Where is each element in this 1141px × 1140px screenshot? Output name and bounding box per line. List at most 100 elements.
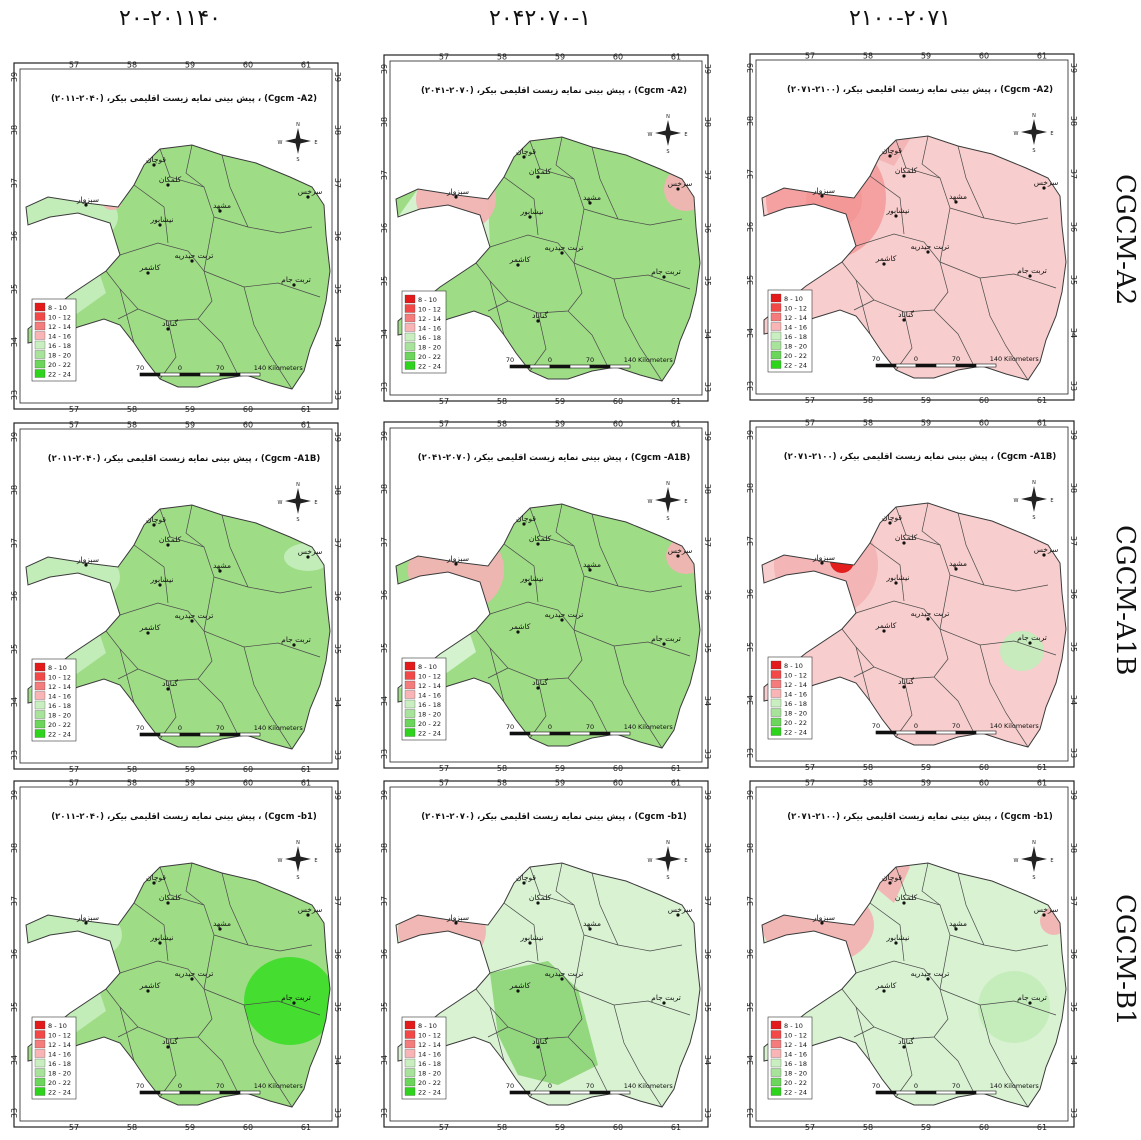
legend-swatch (404, 332, 416, 342)
legend-label: 20 - 22 (48, 1079, 71, 1087)
latitude-tick: 38 (1069, 843, 1078, 853)
longitude-tick: 61 (1037, 396, 1047, 405)
district-boundary (159, 680, 177, 740)
district-boundary (939, 261, 1057, 289)
city-marker (820, 561, 824, 565)
district-boundary (613, 278, 663, 381)
svg-text:S: S (296, 517, 299, 523)
legend-swatch (404, 1087, 416, 1096)
longitude-tick: 58 (863, 763, 873, 772)
latitude-tick: 36 (1069, 589, 1078, 599)
latitude-tick: 35 (10, 644, 19, 654)
city-marker (166, 327, 170, 331)
city-marker (306, 195, 310, 199)
city-marker (146, 271, 150, 275)
city-label: سبزوار (76, 555, 99, 564)
latitude-tick: 39 (746, 430, 755, 440)
district-boundary (591, 513, 619, 587)
longitude-tick: 60 (613, 779, 623, 788)
city-label: کلمکان (895, 533, 918, 542)
column-title-2041-2070: ٢٠۴١-٢٠٧٠ (489, 6, 591, 31)
latitude-tick: 35 (1069, 642, 1078, 652)
city-marker (662, 642, 666, 646)
latitude-tick: 34 (1069, 695, 1078, 705)
city-marker (84, 921, 88, 925)
legend-label: 10 - 12 (418, 306, 441, 314)
svg-text:S: S (296, 157, 299, 163)
legend-label: 16 - 18 (48, 342, 71, 350)
legend-swatch (404, 1030, 416, 1039)
latitude-tick: 36 (10, 231, 19, 241)
latitude-tick: 39 (380, 64, 389, 74)
scale-bar: 70 0 70 140 Kilometers (872, 1082, 1039, 1095)
north-arrow-icon: N S W E (1014, 840, 1054, 881)
map-panel-r2-c1: پیش بینی نمایه زیست اقلیمی بیکر، (۲۰۴۰-۲… (8, 417, 344, 775)
city-label: گناباد (532, 678, 548, 687)
city-label: سرخس (668, 546, 693, 555)
latitude-tick: 35 (333, 284, 342, 294)
longitude-tick: 60 (613, 420, 623, 429)
latitude-tick: 39 (333, 790, 342, 800)
district-boundary (979, 277, 1029, 380)
scale-tick: 70 (216, 1082, 224, 1090)
scale-tick: 70 (506, 723, 514, 731)
city-marker (306, 555, 310, 559)
longitude-tick: 60 (613, 53, 623, 62)
latitude-tick: 34 (746, 695, 755, 705)
longitude-tick: 60 (979, 779, 989, 788)
longitude-tick: 59 (185, 765, 195, 774)
province-outline (761, 135, 1067, 381)
legend-swatch (34, 700, 46, 710)
latitude-tick: 37 (10, 178, 19, 188)
latitude-tick: 38 (380, 117, 389, 127)
latitude-tick: 34 (10, 697, 19, 707)
city-label: کلمکان (895, 893, 918, 902)
svg-text:E: E (1050, 498, 1053, 504)
scale-tick: 70 (586, 356, 594, 364)
latitude-tick: 37 (1069, 896, 1078, 906)
city-label: سرخس (298, 187, 323, 196)
longitude-tick: 57 (439, 779, 449, 788)
city-marker (902, 541, 906, 545)
longitude-tick: 59 (921, 1123, 931, 1132)
city-label: مشهد (583, 193, 601, 202)
longitude-tick: 60 (979, 419, 989, 428)
scale-unit: Kilometers (268, 1082, 303, 1090)
city-marker (1028, 1001, 1032, 1005)
longitude-tick: 58 (127, 779, 137, 788)
latitude-tick: 36 (333, 591, 342, 601)
legend-swatch (34, 710, 46, 719)
legend-label: 18 - 20 (784, 343, 807, 351)
district-boundary (979, 1004, 1029, 1107)
latitude-tick: 38 (333, 843, 342, 853)
latitude-tick: 34 (703, 1055, 712, 1065)
district-boundary (933, 676, 975, 734)
map-title: پیش بینی نمایه زیست اقلیمی بیکر، (۲۰۷۰-۲… (418, 453, 691, 463)
city-marker (954, 927, 958, 931)
city-label: کاشمر (875, 254, 897, 263)
city-label: تربت جام (1017, 266, 1047, 275)
longitude-tick: 57 (69, 405, 79, 414)
latitude-tick: 33 (333, 390, 342, 400)
legend-label: 16 - 18 (418, 701, 441, 709)
scale-tick: 70 (586, 723, 594, 731)
svg-text:E: E (1050, 131, 1053, 137)
north-arrow-icon: N S W E (278, 482, 318, 523)
city-label: تربت جام (651, 267, 681, 276)
district-boundary (949, 934, 1049, 952)
city-label: کاشمر (875, 621, 897, 630)
city-marker (902, 901, 906, 905)
legend-swatch (404, 1020, 416, 1030)
latitude-tick: 35 (380, 643, 389, 653)
longitude-tick: 57 (439, 53, 449, 62)
legend-swatch (34, 302, 46, 312)
province-outline (25, 862, 331, 1108)
city-marker (1042, 553, 1046, 557)
longitude-tick: 59 (921, 396, 931, 405)
district-boundary (573, 988, 691, 1016)
city-label: قوچان (882, 513, 902, 522)
legend-label: 16 - 18 (48, 1060, 71, 1068)
legend-label: 12 - 14 (784, 314, 807, 322)
